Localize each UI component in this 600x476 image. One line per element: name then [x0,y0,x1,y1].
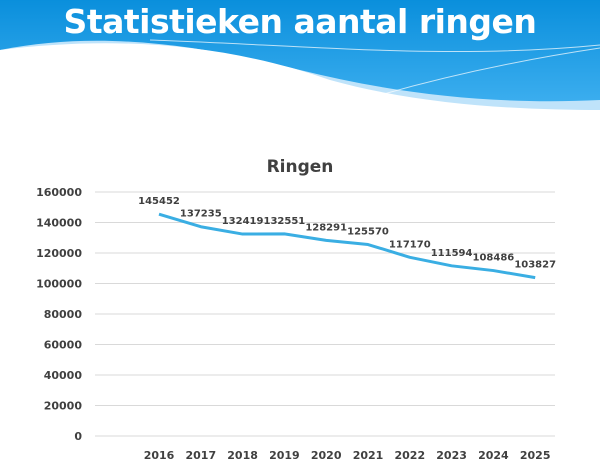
series-line [158,212,536,280]
y-tick-label: 100000 [36,278,82,291]
data-label: 145452 [138,196,180,207]
slide-title: Statistieken aantal ringen [63,2,537,41]
data-label: 128291 [305,222,347,233]
x-tick-label: 2019 [269,449,300,462]
data-label: 103827 [514,260,556,271]
x-tick-label: 2017 [185,449,216,462]
data-label: 137235 [180,209,222,220]
x-tick-label: 2024 [478,449,509,462]
x-tick-label: 2025 [520,449,551,462]
data-label: 111594 [431,248,473,259]
y-tick-label: 0 [74,430,82,443]
data-label: 108486 [473,253,515,264]
y-tick-label: 80000 [44,308,83,321]
y-tick-label: 60000 [44,339,83,352]
x-tick-label: 2016 [144,449,175,462]
data-label: 132419 [222,216,264,227]
y-tick-label: 120000 [36,247,82,260]
y-tick-label: 40000 [44,369,83,382]
data-label: 117170 [389,239,431,250]
x-tick-label: 2022 [394,449,425,462]
y-tick-label: 140000 [36,217,82,230]
y-tick-label: 20000 [44,400,83,413]
data-label: 132551 [264,216,306,227]
header-banner [0,0,600,110]
data-label: 125570 [347,227,389,238]
x-tick-label: 2018 [227,449,258,462]
x-tick-label: 2020 [311,449,342,462]
x-tick-label: 2023 [436,449,467,462]
x-tick-label: 2021 [353,449,384,462]
chart-title: Ringen [267,157,334,177]
y-tick-label: 160000 [36,186,82,199]
